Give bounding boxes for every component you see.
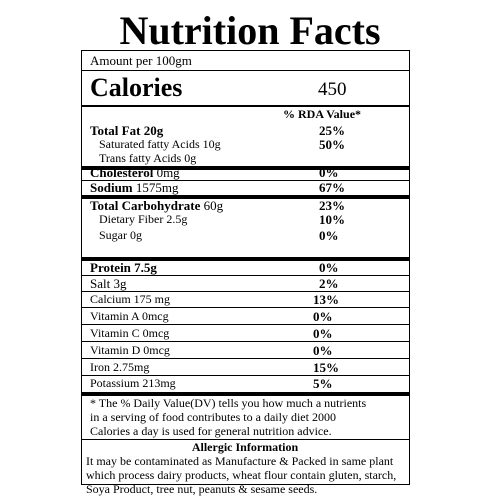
- divider: [82, 392, 409, 396]
- divider: [82, 291, 409, 292]
- divider: [82, 439, 409, 440]
- divider: [82, 275, 409, 276]
- row-potassium-label: Potassium 213mg: [90, 376, 176, 390]
- row-sat-fat-label: Saturated fatty Acids 10g: [99, 137, 221, 151]
- allergic-info-line-2: which process dairy products, wheat flou…: [86, 468, 397, 482]
- allergic-info-line-1: It may be contaminated as Manufacture & …: [86, 454, 394, 468]
- row-fiber-pct: 10%: [319, 212, 345, 227]
- row-total-carb-amount: 60g: [203, 198, 224, 213]
- row-protein-label: Protein 7.5g: [90, 260, 157, 275]
- row-sodium-label: Sodium: [90, 180, 133, 195]
- row-cholesterol-amount: 0mg: [156, 165, 180, 180]
- row-vitamin-c-label: Vitamin C 0mcg: [90, 326, 170, 340]
- amount-per-label: Amount per 100gm: [90, 53, 192, 68]
- row-sodium-amount: 1575mg: [135, 180, 179, 195]
- row-vitamin-c-pct: 0%: [313, 326, 333, 341]
- footnote-line-1: * The % Daily Value(DV) tells you how mu…: [90, 396, 367, 410]
- row-sugar-pct: 0%: [319, 228, 339, 243]
- footnote-line-2: in a serving of food contributes to a da…: [90, 410, 336, 424]
- rda-header: % RDA Value*: [283, 107, 362, 121]
- row-cholesterol: Cholesterol 0mg: [90, 165, 180, 180]
- divider: [82, 341, 409, 342]
- row-sat-fat-pct: 50%: [319, 137, 345, 152]
- divider: [82, 195, 409, 199]
- row-salt-label: Salt 3g: [90, 276, 127, 291]
- row-calcium-label: Calcium 175 mg: [90, 292, 170, 306]
- nutrition-facts-title: Nutrition Facts: [119, 8, 381, 53]
- row-salt-pct: 2%: [319, 276, 339, 291]
- calories-label: Calories: [90, 73, 183, 102]
- row-total-carb-pct: 23%: [319, 198, 345, 213]
- row-sodium-pct: 67%: [319, 180, 345, 195]
- footnote-line-3: Calories a day is used for general nutri…: [90, 424, 332, 438]
- divider: [82, 375, 409, 376]
- row-sugar-label: Sugar 0g: [99, 228, 142, 242]
- row-vitamin-d-label: Vitamin D 0mcg: [90, 343, 170, 357]
- row-potassium-pct: 5%: [313, 376, 333, 391]
- divider: [82, 324, 409, 325]
- divider: [82, 358, 409, 359]
- row-cholesterol-pct: 0%: [319, 165, 339, 180]
- row-total-carb-label: Total Carbohydrate: [90, 198, 201, 213]
- divider: [82, 180, 409, 181]
- divider: [82, 257, 409, 261]
- row-total-carb: Total Carbohydrate 60g: [90, 198, 223, 213]
- divider: [82, 166, 409, 170]
- nutrition-label-panel: Amount per 100gm Calories 450 % RDA Valu…: [81, 50, 410, 496]
- row-total-fat-label: Total Fat 20g: [90, 123, 164, 138]
- divider: [82, 105, 409, 107]
- row-protein-pct: 0%: [319, 260, 339, 275]
- calories-value: 450: [318, 79, 347, 100]
- row-iron-label: Iron 2.75mg: [90, 360, 150, 374]
- row-vitamin-d-pct: 0%: [313, 343, 333, 358]
- divider: [82, 70, 409, 71]
- row-calcium-pct: 13%: [313, 292, 339, 307]
- row-cholesterol-label: Cholesterol: [90, 165, 154, 180]
- row-vitamin-a-pct: 0%: [313, 309, 333, 324]
- allergic-info-heading: Allergic Information: [191, 440, 299, 454]
- allergic-info-line-3: Soya Product, tree nut, peanuts & sesame…: [86, 482, 318, 496]
- row-total-fat-pct: 25%: [319, 123, 345, 138]
- row-trans-fat-label: Trans fatty Acids 0g: [99, 151, 197, 165]
- row-vitamin-a-label: Vitamin A 0mcg: [90, 309, 169, 323]
- row-iron-pct: 15%: [313, 360, 339, 375]
- divider: [82, 307, 409, 308]
- row-sodium: Sodium 1575mg: [90, 180, 179, 195]
- row-fiber-label: Dietary Fiber 2.5g: [99, 212, 188, 226]
